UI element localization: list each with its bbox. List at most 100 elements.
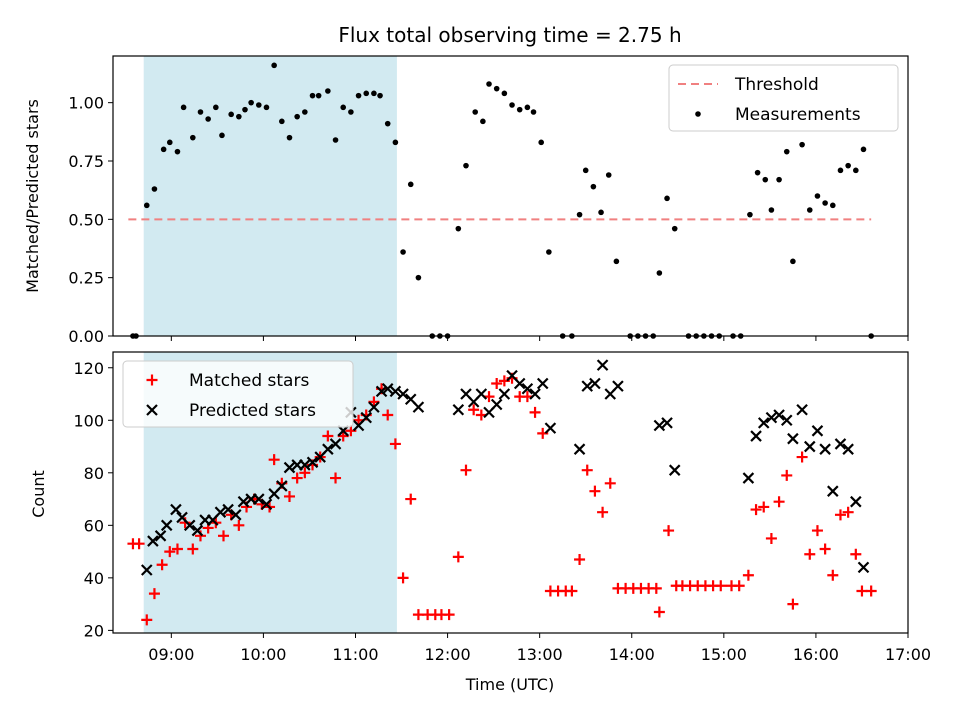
data-point [750, 504, 762, 516]
data-point [405, 493, 417, 505]
data-point [302, 109, 308, 115]
series-measurements [130, 62, 874, 339]
data-point [757, 417, 770, 429]
data-point [384, 120, 391, 127]
data-point [415, 274, 422, 281]
y-tick-label: 20 [84, 621, 104, 640]
data-point [156, 559, 168, 571]
data-point [589, 485, 601, 497]
data-point [860, 146, 867, 153]
data-point [291, 472, 303, 484]
x-tick-label: 16:00 [793, 645, 839, 664]
legend-marker [695, 111, 701, 117]
data-point [271, 62, 277, 69]
data-point [787, 432, 799, 445]
top-y-axis-label: Matched/Predicted stars [23, 99, 42, 293]
data-point [263, 104, 270, 111]
data-point [733, 580, 745, 592]
data-point [530, 109, 537, 115]
data-point [819, 443, 831, 455]
data-point [276, 480, 288, 492]
data-point [170, 503, 182, 516]
data-point [355, 92, 362, 99]
top-panel-ratio: 0.00 0.25 0.50 0.75 1.00 Threshold Measurement… [68, 55, 909, 346]
data-point [392, 139, 399, 146]
data-point [377, 92, 383, 99]
data-point [248, 99, 254, 106]
data-point [597, 506, 609, 518]
data-point [516, 106, 523, 113]
data-point [260, 498, 273, 511]
data-point [834, 509, 846, 521]
data-point [574, 553, 586, 565]
data-point [452, 403, 465, 416]
data-point [742, 472, 755, 484]
data-point [412, 401, 425, 413]
data-point [754, 169, 761, 176]
data-point [197, 109, 204, 115]
legend-box [122, 360, 354, 428]
x-axis-label: Time (UTC) [465, 675, 554, 694]
data-point [814, 193, 821, 199]
legend-marker [146, 404, 158, 416]
data-point [340, 104, 347, 111]
data-point [400, 249, 406, 255]
data-point [213, 104, 219, 111]
data-point [498, 388, 511, 400]
data-point [837, 167, 844, 174]
data-point [214, 506, 227, 518]
data-point [768, 207, 775, 213]
data-point [661, 417, 673, 429]
data-point [581, 380, 594, 392]
plot-frame [112, 55, 909, 337]
data-point [509, 102, 515, 108]
data-point [233, 519, 245, 531]
data-point [332, 137, 339, 143]
data-point [773, 496, 785, 508]
data-point [747, 211, 753, 218]
data-point [325, 88, 331, 94]
data-point [230, 509, 242, 521]
data-point [529, 388, 541, 400]
data-point [315, 92, 322, 99]
data-point [160, 146, 167, 153]
data-point [590, 183, 597, 190]
data-point [853, 167, 859, 174]
legend-label: Matched stars [189, 371, 309, 391]
data-point [147, 535, 159, 547]
data-point [573, 443, 586, 455]
data-point [191, 524, 204, 537]
data-point [368, 396, 380, 408]
data-point [513, 377, 526, 390]
data-point [133, 538, 145, 550]
data-point [787, 598, 799, 610]
data-point [268, 454, 280, 466]
legend-marker [146, 374, 158, 386]
data-point [536, 377, 549, 390]
data-point [653, 419, 666, 432]
y-tick-label: 120 [73, 359, 104, 378]
data-point [236, 113, 242, 120]
data-point [850, 495, 862, 508]
data-point [776, 176, 782, 183]
data-point [389, 385, 402, 398]
data-point [237, 495, 250, 508]
plot-frame [112, 351, 909, 634]
y-tick-label: 1.00 [68, 94, 104, 113]
data-point [524, 104, 531, 111]
data-point [397, 388, 409, 400]
data-point [581, 464, 593, 476]
data-point [330, 472, 342, 484]
data-point [187, 543, 199, 555]
data-point [653, 606, 665, 618]
data-point [242, 106, 248, 113]
data-point [363, 90, 370, 97]
data-point [219, 132, 225, 139]
data-point [382, 409, 394, 421]
data-point [468, 404, 480, 416]
bottom-panel-counts: 20 40 60 80 100 120 09:00 10:00 11:00 12:00 13:00 1… [73, 351, 931, 664]
data-point [656, 270, 663, 276]
data-point [796, 451, 808, 463]
data-point [803, 440, 816, 453]
y-tick-label: 60 [84, 516, 104, 535]
